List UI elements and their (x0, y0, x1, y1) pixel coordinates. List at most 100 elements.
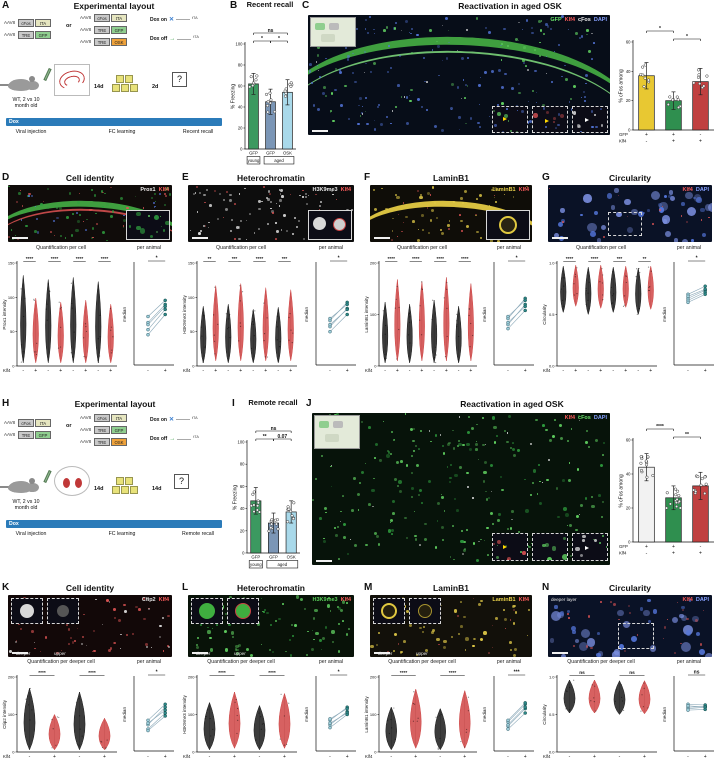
aav-construct: AAV8 TRE GFP (4, 30, 51, 39)
svg-text:+: + (53, 754, 56, 760)
svg-text:+: + (283, 754, 286, 760)
svg-text:0: 0 (12, 364, 15, 369)
svg-text:0: 0 (242, 551, 245, 556)
svg-text:+: + (599, 368, 602, 374)
median-chart: median * - + (482, 254, 536, 374)
svg-text:+: + (672, 551, 675, 557)
svg-text:+: + (109, 368, 112, 374)
svg-text:+: + (34, 368, 37, 374)
svg-text:median: median (304, 307, 309, 323)
svg-text:+: + (59, 368, 62, 374)
quant-label: Quantification per cell (36, 245, 86, 251)
dox-bar-label: Dox (9, 119, 19, 125)
inset-box (608, 212, 642, 236)
svg-text:100: 100 (236, 42, 244, 47)
interval-label: 2d (152, 84, 159, 90)
inset-box (308, 210, 352, 240)
construct-box: GFP (111, 425, 127, 434)
dox-off-label: Dox off (150, 36, 168, 42)
svg-text:**: ** (208, 256, 212, 262)
svg-text:Prox1 intensity: Prox1 intensity (2, 299, 7, 330)
svg-text:-: - (384, 368, 386, 374)
svg-text:Circularity: Circularity (542, 304, 547, 325)
svg-text:+: + (643, 754, 646, 760)
svg-text:% cFos among: % cFos among (619, 474, 625, 508)
svg-text:-: - (700, 544, 702, 550)
panel-h-letter: H (2, 398, 10, 409)
svg-text:Ctip2 intensity: Ctip2 intensity (2, 699, 7, 729)
panel-h: H Experimental layout AAV8 cFos tTA AAV8… (0, 398, 230, 582)
svg-text:-: - (259, 754, 261, 760)
median-chart: median *** - + (482, 668, 536, 760)
svg-text:*: * (659, 26, 661, 32)
svg-text:****: **** (388, 256, 396, 262)
panel-a-letter: A (2, 0, 10, 11)
svg-text:60: 60 (240, 484, 245, 489)
svg-text:****: **** (412, 256, 420, 262)
svg-text:100: 100 (8, 712, 15, 717)
mouse-age-line2: month old (14, 102, 38, 109)
panel-h-title: Experimental layout (74, 399, 156, 409)
svg-text:+: + (164, 754, 167, 760)
construct-box: TRE (94, 37, 110, 46)
svg-text:*: * (156, 256, 158, 262)
per-animal-label: per animal (676, 659, 702, 665)
dox-timeline-bar: Dox (6, 118, 222, 126)
svg-text:-: - (79, 754, 81, 760)
construct-box: GFP (35, 430, 51, 439)
cfos-among-bar-chart: 0 20 40 60% cFos among * * GFP + + - Klf4- + + (618, 20, 716, 146)
svg-text:+: + (396, 368, 399, 374)
svg-text:LaminB1 intensity: LaminB1 intensity (364, 696, 369, 733)
svg-text:****: **** (101, 256, 109, 262)
svg-text:*: * (516, 256, 518, 262)
svg-text:OSK: OSK (287, 555, 296, 560)
panel-k-letter: K (2, 582, 10, 593)
panel-n-title: Circularity (608, 583, 652, 593)
cfos-among-bar-chart: 0 20 40 60% cFos among **** ** GFP + + - Klf4- + + (618, 418, 716, 558)
dox-on-row: Dox on ✕ tTA (150, 416, 198, 424)
mouse-age-line1: WT, 2 vs 10 (12, 97, 40, 103)
svg-text:median: median (304, 707, 309, 723)
quant-label: Quantification per cell (216, 245, 266, 251)
stain-label-cfos: cFos (578, 17, 591, 23)
stain-label-klf4: Klf4 (340, 187, 351, 193)
svg-text:Klf4: Klf4 (365, 368, 373, 373)
violin-chart: 0.0 0.5 1.0 Circularity **** **** *** ** Klf4- + -… (542, 254, 658, 374)
svg-text:GFP: GFP (269, 555, 278, 560)
inset-box (532, 106, 568, 133)
panel-g: G Circularity Klf4 DAPI Quantification p… (540, 172, 720, 398)
panel-a: A Experimental layout AAV8 cFos tTA AAV8… (0, 0, 228, 170)
aav-construct: AAV8 cFos tTA (80, 413, 127, 422)
brain-slice-diagram (54, 466, 90, 496)
stain-label-klf4: Klf4 (518, 187, 529, 193)
or-label: or (66, 423, 72, 429)
svg-text:-: - (97, 368, 99, 374)
svg-text:Klf4: Klf4 (3, 754, 11, 759)
svg-text:0: 0 (374, 750, 377, 755)
panel-l-microscopy: H3K9me3 Klf4 deeper upper (188, 595, 354, 657)
svg-text:-: - (47, 368, 49, 374)
aav-label: AAV8 (4, 432, 16, 437)
svg-text:median: median (122, 707, 127, 723)
violin-chart: 0 100 200 LaminB1 intensity **** **** **** ****… (364, 254, 478, 374)
construct-line (175, 419, 190, 420)
construct-box: OSK (111, 437, 127, 446)
svg-text:****: **** (76, 256, 84, 262)
panel-e-title: Heterochromatin (236, 173, 305, 183)
tta-superscript: tTA (191, 15, 198, 20)
per-animal-label: per animal (136, 245, 162, 251)
inset-box (486, 210, 530, 240)
svg-text:+: + (463, 754, 466, 760)
per-animal-label: per animal (676, 245, 702, 251)
brain-diagram (54, 64, 90, 96)
violin-chart: 0 100 200 H3K9me3 intensity **** **** Klf4 - + - + (182, 668, 298, 760)
svg-text:60: 60 (626, 40, 631, 45)
svg-text:**: ** (643, 256, 647, 262)
per-animal-label: per animal (318, 659, 344, 665)
panel-l: L Heterochromatin H3K9me3 Klf4 deeper up… (180, 582, 362, 764)
svg-text:0: 0 (192, 364, 195, 369)
dox-off-row: Dox off → tTA (150, 35, 199, 42)
panel-g-title: Circularity (608, 173, 652, 183)
aav-construct: AAV8 TRE OSK (80, 37, 127, 46)
svg-text:100: 100 (188, 712, 195, 717)
